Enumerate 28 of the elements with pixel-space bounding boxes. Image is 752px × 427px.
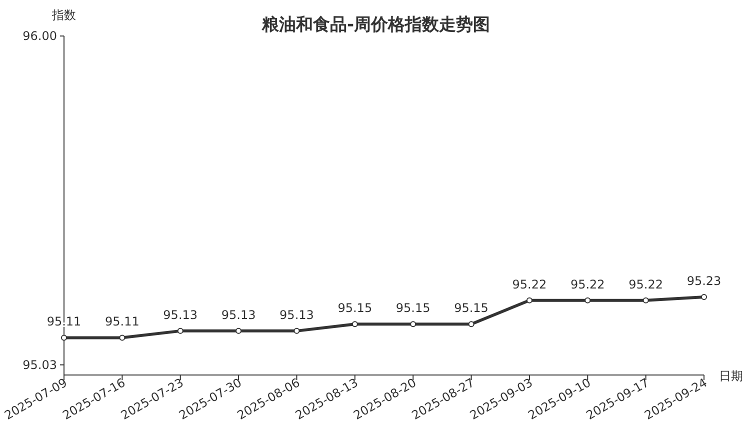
- x-axis-title: 日期: [719, 369, 743, 383]
- point: [410, 321, 416, 328]
- chart-title: 粮油和食品-周价格指数走势图: [260, 15, 490, 35]
- point: [526, 297, 532, 304]
- point: [294, 328, 300, 334]
- y-axis-title: 指数: [51, 8, 76, 22]
- data-label: 95.15: [338, 301, 372, 316]
- data-label: 95.15: [454, 301, 488, 316]
- point: [177, 328, 184, 334]
- point: [584, 297, 591, 304]
- data-label: 95.11: [105, 314, 140, 329]
- data-label: 95.13: [280, 308, 314, 322]
- point: [236, 328, 242, 334]
- data-label: 95.22: [512, 277, 547, 292]
- data-label: 95.15: [396, 301, 430, 316]
- data-label: 95.22: [628, 277, 663, 292]
- data-label: 95.22: [570, 277, 605, 292]
- point: [701, 294, 707, 300]
- data-label: 95.13: [163, 308, 198, 322]
- point: [468, 321, 474, 328]
- point: [352, 321, 358, 328]
- data-label: 95.23: [686, 274, 722, 288]
- point: [119, 334, 126, 341]
- data-label: 95.13: [221, 308, 256, 322]
- point: [61, 334, 67, 341]
- y-tick-label: 96.00: [22, 29, 57, 43]
- y-tick-label: 95.03: [22, 358, 57, 372]
- point: [642, 297, 649, 304]
